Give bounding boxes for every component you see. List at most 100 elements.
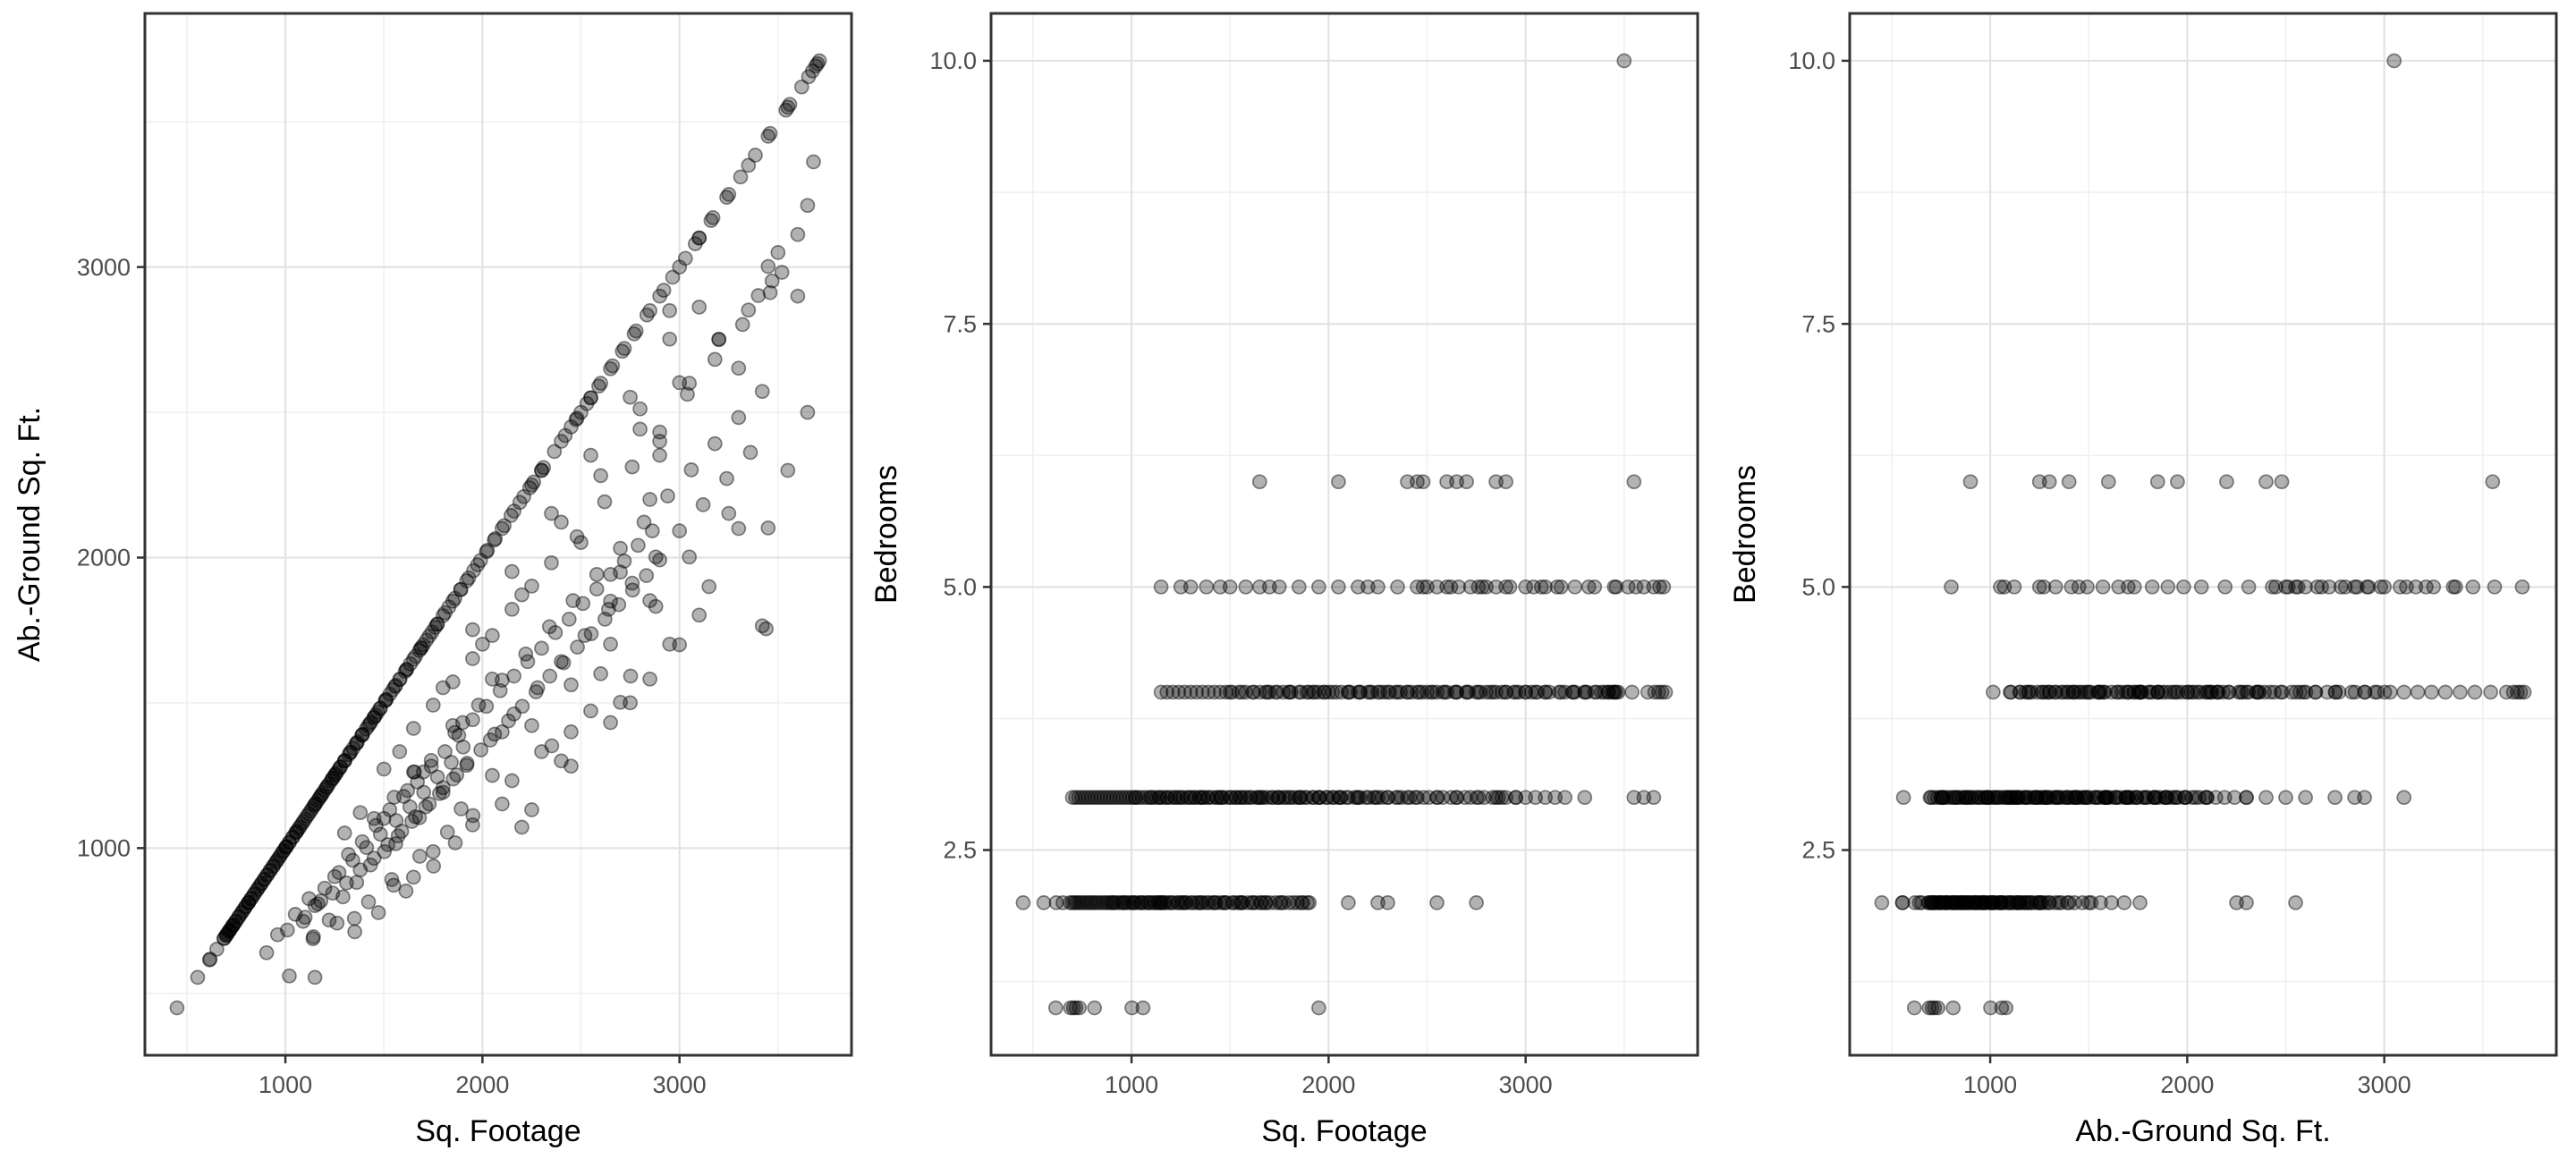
data-point [2061,474,2077,490]
data-point [415,637,431,653]
data-point [1977,895,1993,910]
data-point [1980,790,1996,806]
data-point [731,410,747,426]
data-point [2188,790,2203,806]
data-point [2011,790,2026,806]
data-point [1470,684,1487,700]
data-point [1182,790,1199,806]
data-point [2023,895,2039,910]
data-point [568,411,584,427]
data-point [437,605,453,621]
data-point [2089,684,2106,700]
data-point [399,662,414,677]
data-point [1978,895,1994,910]
data-point [2209,684,2225,700]
data-point [2002,895,2018,910]
data-point [372,700,388,716]
y-tick-label: 2.5 [1801,837,1835,864]
data-point [2034,790,2050,806]
data-point [707,351,723,368]
data-point [337,752,352,768]
data-point [307,898,323,914]
data-point [169,1000,185,1016]
data-point [1941,895,1956,910]
x-axis: 1000 2000 3000 [1963,1055,2411,1098]
data-point [2080,684,2095,700]
data-point [2138,790,2154,806]
data-point [695,497,711,512]
data-point [1125,895,1141,910]
data-point [1502,579,1518,595]
data-point [1358,790,1374,806]
data-point [392,744,408,759]
data-point [1173,790,1189,806]
data-point [1479,579,1494,595]
data-point [363,715,379,730]
data-point [289,824,304,840]
data-point [2367,684,2383,700]
data-point [1366,790,1382,806]
data-point [2186,684,2201,700]
data-point [1414,684,1430,700]
data-point [1948,895,1964,910]
data-point [2485,474,2501,490]
data-point [1151,895,1167,910]
data-point [2193,579,2209,595]
data-point [2216,684,2231,700]
data-point [2000,790,2016,806]
data-point [1470,790,1487,806]
data-point [295,913,311,929]
data-point [428,620,443,635]
data-point [1490,790,1506,806]
data-point [2516,684,2532,700]
data-point [2343,684,2360,700]
data-point [1301,684,1317,700]
data-point [331,762,346,777]
data-point [429,769,445,785]
data-point [1343,684,1358,700]
data-point [408,648,423,664]
data-point [325,771,341,786]
data-point [385,681,401,698]
data-point [501,713,516,729]
data-point [470,557,486,572]
data-point [2032,895,2047,910]
data-point [2216,790,2233,806]
data-point [1226,895,1241,910]
data-point [2144,684,2160,700]
data-point [325,771,341,786]
data-point [302,803,318,819]
data-point [1996,895,2012,910]
data-point [270,850,286,867]
data-point [475,636,490,652]
data-point [1134,895,1149,910]
data-point [321,776,336,792]
data-point [1370,790,1385,806]
data-point [1528,790,1544,806]
data-point [1983,895,1998,910]
data-point [1281,790,1297,806]
data-point [487,531,504,546]
data-point [1175,790,1191,806]
data-point [1285,895,1301,910]
data-point [1549,579,1565,595]
data-point [691,230,708,246]
data-point [485,767,500,783]
data-point [465,712,480,728]
data-point [2157,684,2174,700]
data-point [748,148,763,163]
data-point [1429,895,1445,910]
data-point [1511,684,1527,700]
data-point [470,698,487,713]
data-point [1360,684,1376,700]
data-point [2154,684,2170,700]
data-point [209,942,225,957]
data-point [1312,790,1327,806]
data-point [1990,790,2006,806]
data-point [1449,474,1464,490]
data-point [1077,895,1092,910]
data-point [2132,895,2148,910]
data-point [2003,684,2018,700]
data-point [1234,684,1250,700]
data-point [1233,895,1249,910]
